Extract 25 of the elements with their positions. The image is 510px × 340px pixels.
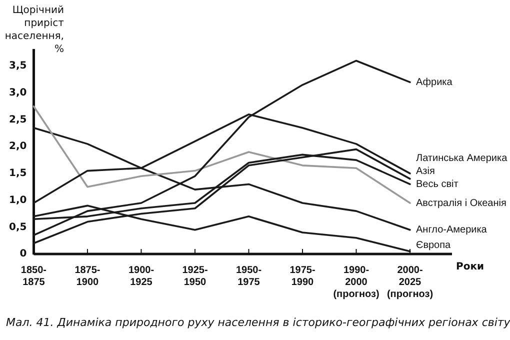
x-tick-label: 1975- 1990 [290,264,316,288]
series-label: Австралія і Океанія [416,198,506,209]
x-tick-label: 1990- 2000 (прогноз) [333,264,380,300]
x-axis-title: Роки [456,262,484,273]
y-tick-label: 3,0 [8,88,27,99]
y-tick-label: 1,0 [8,194,27,206]
series-label: Весь світ [416,178,459,190]
series-label: Африка [416,76,453,88]
x-tick-label: 1850- 1875 [20,264,47,288]
y-tick-label: 1,5 [8,168,27,180]
y-tick-label: 2,5 [8,114,27,126]
x-tick-label: 1900- 1925 [128,264,154,288]
y-tick-label: 0,5 [8,222,27,233]
y-tick-label: 2,0 [8,141,27,152]
x-tick-label: 2000- 2025 (прогноз) [386,264,434,300]
x-tick-label: 1875- 1900 [74,264,100,288]
y-axis-title: Щорічний приріст населення, % [4,4,64,56]
x-tick-label: 1950- 1975 [236,264,262,288]
y-tick-label: 3,5 [8,60,27,72]
y-tick-label: 0 [20,248,27,260]
x-tick-label: 1925- 1950 [182,264,208,288]
series-label: Азія [416,166,435,177]
series-label: Європа [416,240,452,251]
series-label: Латинська Америка [416,152,508,164]
series-label: Англо-Америка [416,224,488,236]
